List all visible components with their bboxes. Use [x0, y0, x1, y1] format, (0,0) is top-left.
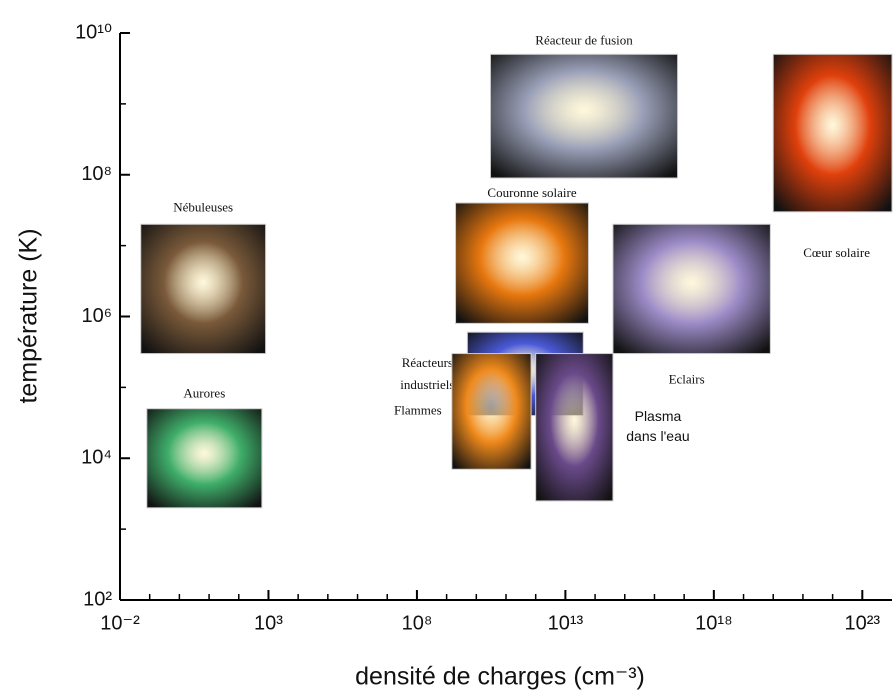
- region-image: [451, 353, 532, 470]
- region-image: [535, 353, 614, 502]
- x-axis-title: densité de charges (cm⁻³): [355, 663, 645, 691]
- region-label: Couronne solaire: [487, 185, 576, 200]
- region-label: Aurores: [183, 386, 225, 401]
- x-tick-label: 10⁻²: [100, 612, 140, 634]
- region-image: [612, 223, 771, 355]
- y-axis-title: température (K): [15, 228, 43, 403]
- region-image: [772, 53, 893, 213]
- region-image: [140, 223, 267, 355]
- region-label: Flammes: [394, 402, 442, 417]
- region-image: [489, 53, 679, 179]
- y-tick-label: 10²: [83, 588, 112, 610]
- y-tick-label: 10⁴: [81, 447, 112, 469]
- x-tick-label: 10³: [254, 612, 283, 634]
- region-image: [146, 408, 263, 509]
- x-tick-label: 10²³: [845, 612, 881, 634]
- region-image: [455, 202, 589, 324]
- y-tick-label: 10⁸: [81, 163, 112, 185]
- region-label: Eclairs: [669, 372, 705, 387]
- region-label: Nébuleuses: [173, 199, 233, 214]
- x-tick-label: 10⁸: [402, 612, 433, 634]
- y-tick-label: 10¹⁰: [75, 21, 112, 43]
- region-label: industriels: [400, 377, 454, 392]
- region-label: dans l'eau: [626, 428, 689, 444]
- x-tick-label: 10¹⁸: [695, 612, 732, 634]
- region-label: Réacteur de fusion: [535, 32, 633, 47]
- region-label: Cœur solaire: [803, 245, 870, 260]
- x-tick-label: 10¹³: [548, 612, 584, 634]
- y-tick-label: 10⁶: [82, 305, 112, 327]
- region-label: Plasma: [635, 408, 682, 424]
- region-label: Réacteurs: [402, 355, 453, 370]
